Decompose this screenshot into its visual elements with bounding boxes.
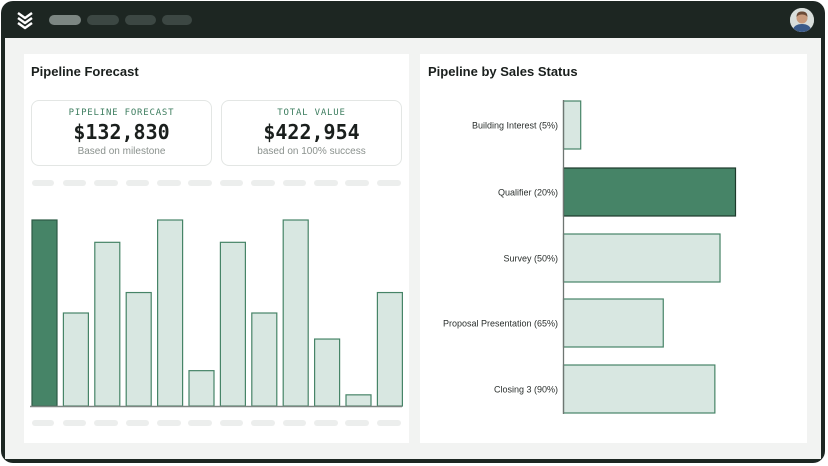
placeholder-chip [314,420,338,426]
forecast-bar-10[interactable] [314,338,341,407]
stacked-layers-icon[interactable] [15,10,35,30]
nav-tab-placeholder-2[interactable] [87,15,119,25]
status-category-label: Survey (50%) [503,254,558,264]
status-bar-3[interactable] [562,233,721,283]
placeholder-chip [32,180,54,186]
forecast-bar-1[interactable] [31,219,58,407]
forecast-bar-9[interactable] [282,219,309,407]
nav-tab-placeholder-3[interactable] [125,15,156,25]
pipeline-forecast-panel: Pipeline Forecast PIPELINE FORECAST $132… [24,54,409,443]
placeholder-chip [94,180,118,186]
user-avatar-icon[interactable] [790,8,814,32]
nav-tab-placeholder-1[interactable] [49,15,81,25]
nav-tab-placeholder-4[interactable] [162,15,192,25]
forecast-bar-5[interactable] [157,219,184,407]
forecast-bar-11[interactable] [345,394,372,407]
placeholder-chip [251,420,275,426]
placeholder-chip [377,420,401,426]
top-bar [1,1,825,38]
status-category-label: Closing 3 (90%) [494,385,558,395]
panel-title: Pipeline Forecast [31,64,139,79]
status-category-label: Proposal Presentation (65%) [443,319,558,329]
status-bar-1[interactable] [562,100,582,150]
placeholder-chip [314,180,338,186]
forecast-bar-3[interactable] [94,241,121,407]
placeholder-chip [188,420,212,426]
forecast-bar-12[interactable] [376,291,403,407]
pipeline-forecast-card: PIPELINE FORECAST $132,830 Based on mile… [31,100,212,166]
card-label: PIPELINE FORECAST [68,108,175,118]
status-category-label: Qualifier (20%) [498,188,558,198]
forecast-bar-8[interactable] [251,312,278,407]
status-category-label: Building Interest (5%) [472,121,558,131]
card-value: $422,954 [263,120,360,144]
placeholder-chip [157,420,181,426]
placeholder-chip [377,180,401,186]
pipeline-by-status-chart: Building Interest (5%) Qualifier (20%) Sur… [443,100,737,414]
placeholder-chip [283,420,306,426]
status-bar-2[interactable] [562,167,737,217]
placeholder-chip [63,420,86,426]
placeholder-chip [283,180,306,186]
forecast-bar-7[interactable] [219,241,246,407]
card-label: TOTAL VALUE [277,108,346,118]
placeholder-chip [220,420,243,426]
placeholder-chip [345,420,369,426]
placeholder-chip [126,420,149,426]
total-value-card: TOTAL VALUE $422,954 based on 100% succe… [221,100,402,166]
panel-title: Pipeline by Sales Status [428,64,578,79]
card-value: $132,830 [73,120,170,144]
status-bar-5[interactable] [562,364,716,414]
placeholder-chip [94,420,118,426]
placeholder-chip [63,180,86,186]
placeholder-chip [188,180,212,186]
dashboard-content: Pipeline Forecast PIPELINE FORECAST $132… [5,38,821,459]
placeholder-chip [220,180,243,186]
placeholder-chip [251,180,275,186]
pipeline-by-status-panel: Pipeline by Sales Status Building Intere… [420,54,807,443]
forecast-bar-6[interactable] [188,370,215,407]
placeholder-chip [157,180,181,186]
placeholder-chip [126,180,149,186]
placeholder-chip [32,420,54,426]
forecast-bar-4[interactable] [125,291,152,407]
card-subtitle: based on 100% success [257,146,366,157]
forecast-bar-2[interactable] [62,312,90,407]
card-subtitle: Based on milestone [77,146,166,157]
pipeline-forecast-chart [30,219,403,408]
status-bar-4[interactable] [562,298,664,348]
placeholder-chip [345,180,369,186]
